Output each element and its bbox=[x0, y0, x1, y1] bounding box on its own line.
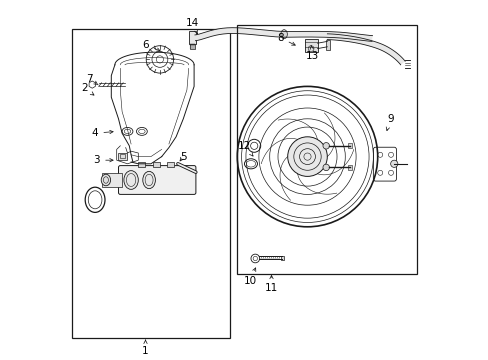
Bar bbox=[72, 29, 230, 338]
Text: 14: 14 bbox=[185, 18, 199, 34]
Text: 2: 2 bbox=[81, 83, 94, 95]
Circle shape bbox=[322, 164, 329, 171]
Bar bbox=[347, 165, 351, 170]
Text: 1: 1 bbox=[142, 340, 148, 356]
Bar bbox=[118, 153, 126, 160]
Bar bbox=[167, 162, 174, 167]
Bar bbox=[304, 39, 317, 52]
Ellipse shape bbox=[101, 174, 110, 186]
Text: 3: 3 bbox=[93, 155, 113, 165]
Circle shape bbox=[322, 143, 329, 149]
Text: 6: 6 bbox=[142, 40, 160, 51]
Bar bbox=[120, 154, 124, 158]
Bar bbox=[138, 162, 145, 167]
Text: 5: 5 bbox=[180, 152, 186, 162]
Text: 11: 11 bbox=[264, 275, 278, 293]
Ellipse shape bbox=[142, 171, 155, 189]
Text: 8: 8 bbox=[277, 33, 295, 45]
Text: 9: 9 bbox=[386, 114, 393, 131]
Bar bbox=[237, 25, 416, 274]
Bar bbox=[347, 143, 351, 148]
Text: 4: 4 bbox=[92, 128, 113, 138]
Text: 7: 7 bbox=[86, 74, 98, 85]
Text: 12: 12 bbox=[237, 141, 252, 156]
Text: 10: 10 bbox=[243, 268, 256, 286]
Ellipse shape bbox=[280, 30, 287, 39]
Bar bbox=[102, 173, 122, 187]
Circle shape bbox=[390, 160, 397, 167]
Polygon shape bbox=[195, 28, 372, 41]
Bar bbox=[190, 44, 194, 49]
FancyBboxPatch shape bbox=[118, 166, 196, 194]
Bar bbox=[152, 162, 160, 167]
Bar bbox=[280, 256, 284, 260]
Text: 13: 13 bbox=[305, 45, 319, 61]
Bar bbox=[325, 40, 329, 50]
Ellipse shape bbox=[123, 171, 138, 189]
Circle shape bbox=[287, 137, 326, 176]
Bar bbox=[189, 31, 196, 44]
Polygon shape bbox=[326, 34, 405, 65]
